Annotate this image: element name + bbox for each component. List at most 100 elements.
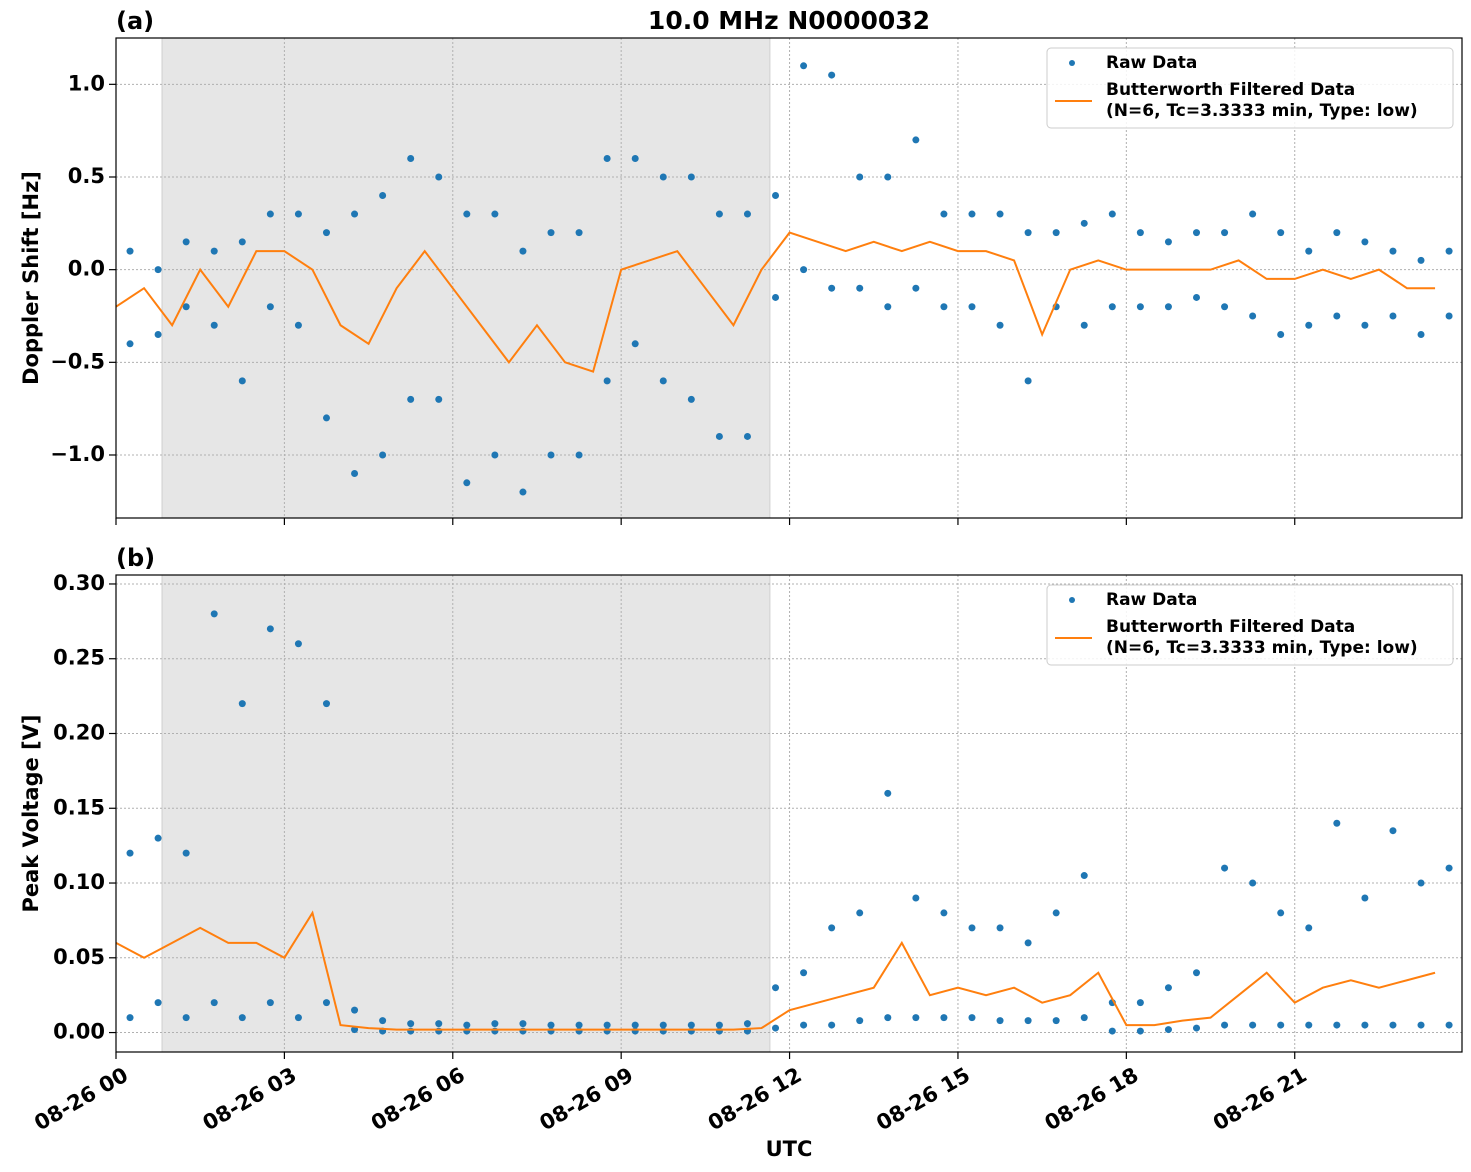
raw-point (1445, 864, 1453, 872)
raw-point (1305, 1021, 1313, 1029)
legend-label: Raw Data (1106, 590, 1197, 610)
shaded-span (161, 37, 771, 519)
raw-point (1108, 1027, 1116, 1035)
raw-point (912, 894, 920, 902)
raw-point (435, 173, 443, 181)
raw-point (294, 1014, 302, 1022)
raw-point (1052, 229, 1060, 237)
raw-point (351, 470, 359, 478)
legend-label: Butterworth Filtered Data (N=6, Tc=3.3333… (1106, 80, 1418, 121)
raw-point (1164, 303, 1172, 311)
raw-point (1136, 1027, 1144, 1035)
raw-point (996, 210, 1004, 218)
raw-point (126, 340, 134, 348)
plot-area (116, 62, 1453, 496)
raw-point (547, 451, 555, 459)
raw-point (266, 303, 274, 311)
raw-point (294, 640, 302, 648)
raw-point (351, 210, 359, 218)
raw-point (1361, 238, 1369, 246)
raw-point (1333, 229, 1341, 237)
y-tick-label: 0.10 (53, 870, 105, 894)
raw-point (1080, 872, 1088, 880)
raw-point (407, 1020, 415, 1028)
axes-frame (115, 37, 1463, 519)
raw-point (1361, 1021, 1369, 1029)
raw-point (1333, 819, 1341, 827)
raw-point (996, 1017, 1004, 1025)
x-tick-label: 08-26 21 (1209, 1063, 1311, 1136)
raw-point (1389, 1021, 1397, 1029)
raw-point (351, 1006, 359, 1014)
raw-point (1080, 321, 1088, 329)
raw-point (126, 247, 134, 255)
raw-point (491, 1020, 499, 1028)
raw-point (1136, 229, 1144, 237)
filtered-line (116, 231, 1436, 373)
raw-point (743, 432, 751, 440)
raw-point (856, 284, 864, 292)
raw-point (491, 210, 499, 218)
raw-point (968, 303, 976, 311)
x-tick-label: 08-26 12 (704, 1063, 806, 1136)
raw-point (1305, 321, 1313, 329)
raw-point (631, 1021, 639, 1029)
raw-point (940, 1014, 948, 1022)
panel-label: (a) (116, 7, 154, 35)
raw-point (1417, 331, 1425, 339)
raw-point (1024, 1017, 1032, 1025)
raw-point (491, 451, 499, 459)
raw-point (996, 321, 1004, 329)
raw-point (1080, 219, 1088, 227)
raw-point (631, 340, 639, 348)
raw-point (1221, 864, 1229, 872)
raw-point (772, 293, 780, 301)
raw-point (322, 999, 330, 1007)
raw-point (1277, 229, 1285, 237)
raw-point (266, 999, 274, 1007)
raw-point (800, 969, 808, 977)
raw-point (238, 700, 246, 708)
raw-point (1052, 909, 1060, 917)
raw-point (210, 321, 218, 329)
raw-point (435, 1020, 443, 1028)
raw-point (856, 173, 864, 181)
raw-point (828, 71, 836, 79)
raw-point (743, 1020, 751, 1028)
raw-point (1193, 229, 1201, 237)
raw-point (1249, 210, 1257, 218)
plot-area (116, 610, 1453, 1035)
raw-point (182, 849, 190, 857)
raw-point (1108, 210, 1116, 218)
raw-point (856, 909, 864, 917)
raw-point (1193, 293, 1201, 301)
raw-point (687, 395, 695, 403)
raw-point (407, 154, 415, 162)
raw-point (1136, 999, 1144, 1007)
raw-point (1193, 1024, 1201, 1032)
legend-marker (1069, 597, 1075, 603)
raw-point (1389, 312, 1397, 320)
raw-point (322, 700, 330, 708)
y-tick-label: −0.5 (50, 349, 105, 373)
raw-point (912, 1014, 920, 1022)
raw-point (1277, 331, 1285, 339)
raw-point (1221, 303, 1229, 311)
raw-point (603, 377, 611, 385)
raw-point (715, 432, 723, 440)
y-tick-label: 0.5 (68, 164, 105, 188)
raw-point (1389, 247, 1397, 255)
raw-point (1333, 1021, 1341, 1029)
raw-point (379, 1017, 387, 1025)
raw-point (1164, 1026, 1172, 1034)
raw-point (407, 395, 415, 403)
y-tick-label: 0.30 (53, 571, 105, 595)
raw-point (1136, 303, 1144, 311)
raw-point (575, 451, 583, 459)
raw-point (631, 154, 639, 162)
raw-point (1024, 377, 1032, 385)
raw-point (519, 488, 527, 496)
raw-point (351, 1026, 359, 1034)
raw-point (1221, 1021, 1229, 1029)
raw-point (519, 247, 527, 255)
